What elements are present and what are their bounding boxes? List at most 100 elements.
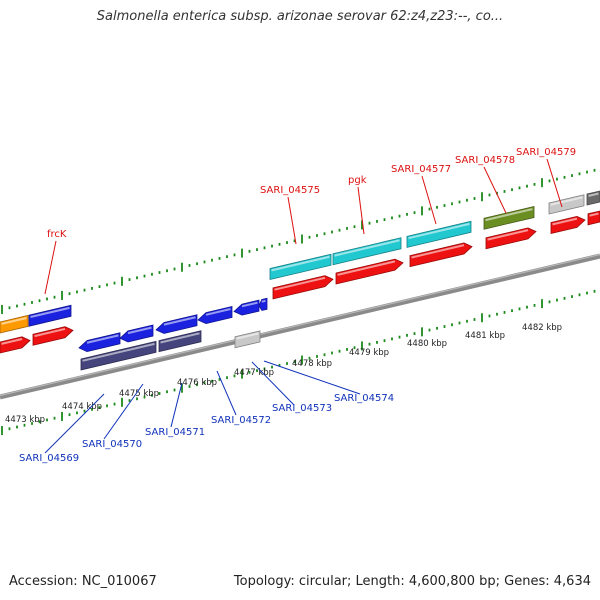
gene-gray-small-shine — [236, 332, 259, 340]
gene-frcK — [28, 304, 72, 327]
gene-red-5 — [409, 242, 473, 268]
callout-line — [546, 158, 563, 208]
gene-SARI_04572 — [197, 305, 233, 325]
gene-SARI_04569-shine — [86, 334, 119, 344]
gene-SARI_04569 — [78, 332, 121, 352]
accession-text: Accession: NC_010067 — [9, 574, 157, 589]
gene-callouts: frcKSARI_04575pgkSARI_04577SARI_04578SAR… — [19, 147, 576, 464]
gene-SARI_04574-body — [258, 297, 268, 311]
gene-SARI_04574-shine — [261, 299, 266, 303]
callout-line — [421, 175, 437, 225]
gene-SARI_04573-shine — [241, 301, 258, 308]
map-title: Salmonella enterica subsp. arizonae sero… — [96, 9, 504, 24]
callout-line — [357, 186, 365, 235]
gene-SARI_04571 — [155, 314, 198, 334]
gene-red-5-body — [409, 242, 473, 268]
gene-orange-shine — [1, 316, 27, 325]
callout-line — [44, 240, 57, 295]
backbone-highlight — [0, 253, 600, 397]
gene-navy-1-shine — [82, 342, 155, 362]
gene-SARI_04570 — [119, 324, 154, 343]
gene-label: SARI_04577 — [391, 164, 451, 175]
gene-red-8 — [587, 210, 600, 226]
gene-red-4-body — [335, 258, 404, 285]
gene-navy-2 — [158, 330, 202, 353]
tick-marks — [1, 168, 596, 436]
gene-red-1-body — [0, 336, 31, 354]
gene-SARI_04574 — [258, 297, 268, 311]
gene-red-3 — [272, 275, 334, 300]
scale-label: 4482 kbp — [522, 323, 562, 333]
gene-orange — [0, 314, 29, 334]
scale-label: 4481 kbp — [465, 331, 505, 341]
gene-SARI_04577-top — [406, 220, 472, 248]
backbone-line — [0, 253, 600, 400]
gene-gray-right-shine — [588, 192, 599, 197]
gene-red-2-shine — [34, 327, 66, 338]
gene-SARI_04579-top-shine — [550, 196, 583, 206]
scale-label: 4474 kbp — [62, 402, 102, 412]
gene-red-5-shine — [411, 244, 465, 259]
scale-label: 4476 kbp — [177, 378, 217, 388]
gene-red-7 — [550, 215, 586, 235]
gene-red-6-body — [485, 227, 537, 250]
gene-SARI_04570-shine — [127, 326, 152, 335]
scale-label: 4478 kbp — [292, 359, 332, 369]
genome-backbone — [0, 253, 600, 400]
gene-SARI_04571-shine — [163, 316, 196, 326]
callout-line — [170, 382, 183, 428]
gene-SARI_04577-top-shine — [408, 222, 470, 240]
gene-label: SARI_04570 — [82, 439, 142, 450]
scale-labels: 4473 kbp 4474 kbp 4475 kbp 4476 kbp 4477 kbp… — [5, 323, 562, 425]
genome-summary-text: Topology: circular; Length: 4,600,800 bp… — [233, 574, 591, 589]
scale-label: 4473 kbp — [5, 415, 45, 425]
gene-label: SARI_04569 — [19, 453, 79, 464]
callout-line — [44, 393, 105, 454]
gene-SARI_04575-top — [269, 253, 332, 281]
callout-line — [263, 360, 361, 395]
callout-line — [287, 196, 297, 245]
gene-gray-right — [586, 190, 600, 206]
gene-label: SARI_04572 — [211, 415, 271, 426]
gene-gray-small — [234, 330, 261, 349]
gene-frcK-shine — [30, 306, 70, 319]
gene-red-4-shine — [337, 260, 396, 276]
gene-SARI_04579-top — [548, 194, 585, 215]
gene-pgk-top-shine — [334, 239, 400, 257]
gene-red-6-shine — [487, 229, 529, 241]
gene-SARI_04573 — [233, 299, 260, 316]
scale-label: 4475 kbp — [119, 389, 159, 399]
gene-red-1 — [0, 336, 31, 354]
gene-red-4 — [335, 258, 404, 285]
gene-label: SARI_04579 — [516, 147, 576, 158]
gene-pgk-top — [332, 237, 402, 266]
gene-label: SARI_04578 — [455, 155, 515, 166]
scale-label: 4479 kbp — [349, 348, 389, 358]
scale-label: 4477 kbp — [234, 368, 274, 378]
scale-label: 4480 kbp — [407, 339, 447, 349]
gene-label: frcK — [47, 229, 67, 240]
gene-red-7-body — [550, 215, 586, 235]
gene-navy-1 — [80, 340, 157, 371]
gene-navy-2-shine — [160, 332, 200, 344]
gene-red-6 — [485, 227, 537, 250]
gene-SARI_04572-shine — [205, 308, 231, 316]
gene-label: SARI_04573 — [272, 403, 332, 414]
gene-label: SARI_04571 — [145, 427, 205, 438]
gene-red-2 — [32, 326, 74, 346]
callout-line — [216, 370, 237, 416]
gene-red-1-shine — [1, 338, 23, 345]
gene-SARI_04575-top-shine — [271, 255, 330, 272]
gene-SARI_04578-top-shine — [485, 208, 533, 222]
gene-label: SARI_04574 — [334, 393, 394, 404]
gene-red-3-body — [272, 275, 334, 300]
gene-label: pgk — [348, 175, 367, 186]
gene-red-3-shine — [274, 276, 326, 291]
gene-red-7-shine — [552, 217, 578, 226]
callout-line — [483, 166, 507, 214]
callout-line — [251, 361, 295, 406]
gene-red-8-shine — [589, 212, 599, 217]
gene-SARI_04578-top — [483, 206, 535, 230]
gene-red-2-body — [32, 326, 74, 346]
gene-label: SARI_04575 — [260, 185, 320, 196]
